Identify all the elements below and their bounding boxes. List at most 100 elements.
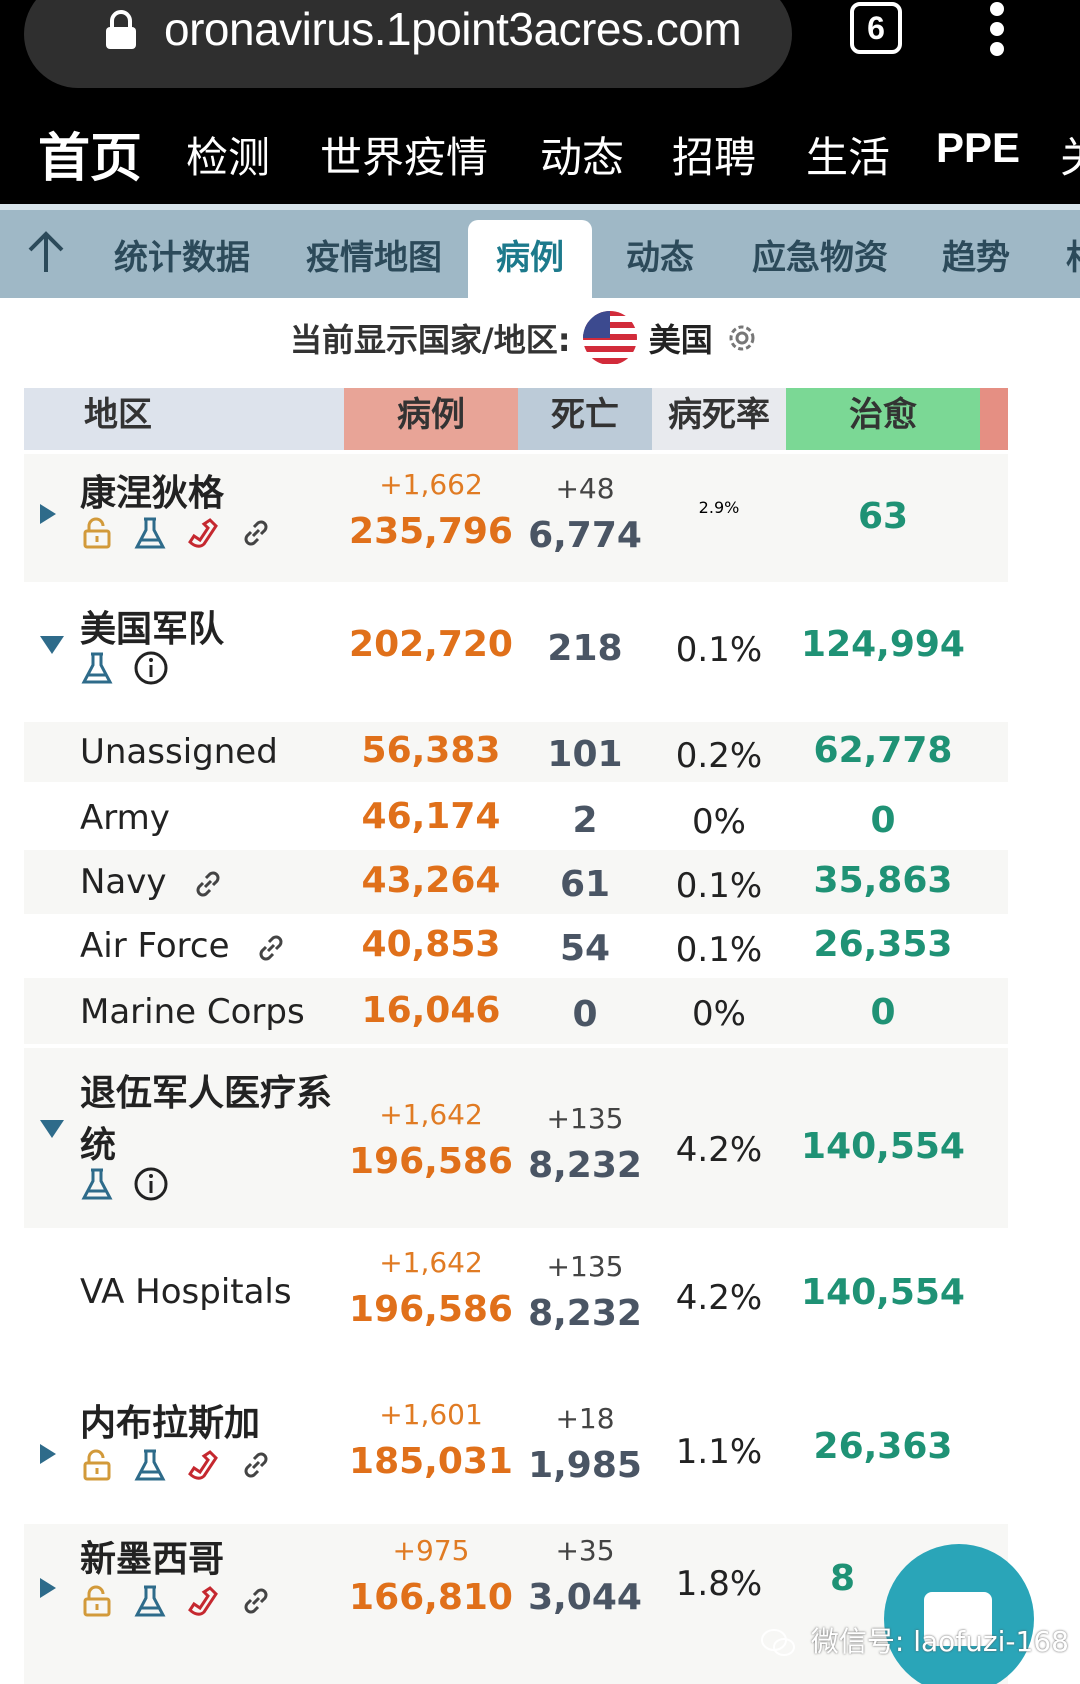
region-name: 美国军队 [80,609,225,650]
wechat-icon [761,1629,795,1656]
phone-icon[interactable] [186,516,220,550]
nav-jobs[interactable]: 招聘 [672,133,757,182]
info-icon[interactable] [133,1166,169,1202]
link-icon[interactable] [239,1584,273,1618]
table-row[interactable]: 康涅狄格 +1,662 235,796 +48 6,774 2.9% 63 [24,454,1008,582]
tab-stats[interactable]: 统计数据 [114,238,250,278]
link-icon[interactable] [254,931,288,965]
nav-more[interactable]: 关 [1060,124,1080,185]
table-row[interactable]: VA Hospitals +1,642 196,586 +135 8,232 4… [24,1230,1008,1350]
table-row[interactable]: Unassigned 56,383 101 0.2% 62,778 [24,722,1008,782]
header-region[interactable]: 地区 [24,388,344,450]
collapse-down-icon[interactable] [38,1118,66,1140]
cases-value: 185,031 [349,1441,513,1482]
phone-icon[interactable] [186,1584,220,1618]
nav-home[interactable]: 首页 [38,129,143,189]
sub-nav: 统计数据 疫情地图 病例 动态 应急物资 趋势 相 [0,210,1080,298]
tab-cases[interactable]: 病例 [468,220,592,298]
cases-value: 56,383 [361,730,501,771]
recovered-value: 26,353 [813,924,953,965]
tab-more[interactable]: 相 [1066,230,1080,279]
rate-value: 1.8% [675,1564,763,1604]
tabs-count-button[interactable]: 6 [850,2,902,54]
cases-value: 46,174 [361,796,501,837]
unlock-icon[interactable] [80,1448,114,1482]
link-icon[interactable] [239,1448,273,1482]
tab-news[interactable]: 动态 [626,238,694,278]
table-row[interactable]: 退伍军人医疗系 统 +1,642 196,586 +135 8,232 4.2%… [24,1048,1008,1228]
link-icon[interactable] [239,516,273,550]
table-row[interactable]: 美国军队 202,720 218 0.1% 124,994 [24,584,1008,716]
rate-value: 0.1% [675,866,763,906]
table-row[interactable]: Air Force 40,853 54 0.1% 26,353 [24,914,1008,978]
expand-right-icon[interactable] [38,1442,58,1466]
recovered-value: 0 [870,992,896,1033]
cases-value: 16,046 [361,990,501,1031]
region-name-line1: 退伍军人医疗系 [80,1073,333,1114]
table-row[interactable]: Navy 43,264 61 0.1% 35,863 [24,850,1008,914]
flask-icon[interactable] [133,516,167,550]
table-row[interactable]: 新墨西哥 +975 166,810 +35 3,044 1.8% 8 [24,1524,1008,1684]
tab-map[interactable]: 疫情地图 [306,238,442,278]
cases-value: 196,586 [349,1289,513,1330]
header-deaths[interactable]: 死亡 [518,388,652,450]
deaths-value: 61 [559,864,611,905]
gear-icon[interactable] [724,320,760,356]
nav-testing[interactable]: 检测 [186,133,271,182]
nav-world[interactable]: 世界疫情 [320,133,489,182]
region-name: 康涅狄格 [80,473,225,514]
deaths-value: 0 [572,994,598,1035]
rate-value: 2.9% [698,498,740,517]
phone-icon[interactable] [186,1448,220,1482]
unlock-icon[interactable] [80,1584,114,1618]
chat-icon [924,1592,992,1646]
header-recovered[interactable]: 治愈 [786,388,980,450]
chat-button[interactable] [884,1544,1034,1684]
flask-icon[interactable] [133,1448,167,1482]
expand-right-icon[interactable] [38,502,58,526]
unlock-icon[interactable] [80,516,114,550]
url-bar[interactable]: oronavirus.1point3acres.com [24,0,792,88]
deaths-value: 1,985 [528,1445,642,1486]
table-row[interactable]: Marine Corps 16,046 0 0% 0 [24,978,1008,1044]
main-nav: 首页 检测 世界疫情 动态 招聘 生活 PPE 关 [0,112,1080,204]
nav-ppe[interactable]: PPE [936,124,1021,171]
recovered-value: 140,554 [801,1272,965,1313]
tab-trends[interactable]: 趋势 [942,238,1010,278]
flask-icon[interactable] [133,1584,167,1618]
recovered-value: 26,363 [813,1426,953,1467]
browser-bar: oronavirus.1point3acres.com 6 [0,0,1080,112]
recovered-value: 62,778 [813,730,953,771]
cases-delta: +1,662 [379,468,483,501]
recovered-value: 140,554 [801,1126,965,1167]
tab-supplies[interactable]: 应急物资 [752,238,888,278]
recovered-value: 63 [857,496,909,537]
deaths-value: 3,044 [528,1577,642,1618]
nav-life[interactable]: 生活 [806,133,891,182]
table-row[interactable]: Army 46,174 2 0% 0 [24,786,1008,850]
deaths-delta: +35 [555,1534,615,1567]
deaths-value: 8,232 [528,1145,642,1186]
watermark-text: 微信号: laofuzi-168 [810,1625,1069,1658]
nav-news[interactable]: 动态 [540,133,625,182]
link-icon[interactable] [191,867,225,901]
flask-icon[interactable] [80,651,114,685]
header-rate[interactable]: 病死率 [652,388,786,450]
arrow-up-icon[interactable] [24,228,68,276]
cases-value: 202,720 [349,624,513,665]
rate-value: 0.2% [675,736,763,776]
lock-icon [106,10,136,49]
region-name-line2: 统 [80,1125,117,1166]
overflow-menu-icon[interactable] [984,2,1010,58]
table-row[interactable]: 内布拉斯加 +1,601 185,031 +18 1,985 1.1% 26,3… [24,1392,1008,1516]
rate-value: 0% [692,802,746,842]
url-text[interactable]: oronavirus.1point3acres.com [164,3,742,55]
country-name[interactable]: 美国 [648,321,713,359]
collapse-down-icon[interactable] [38,634,66,656]
info-icon[interactable] [133,650,169,686]
flask-icon[interactable] [80,1167,114,1201]
cases-delta: +1,642 [379,1098,483,1131]
watermark: 微信号: laofuzi-168 [760,1620,1069,1660]
header-cases[interactable]: 病例 [344,388,518,450]
expand-right-icon[interactable] [38,1576,58,1600]
